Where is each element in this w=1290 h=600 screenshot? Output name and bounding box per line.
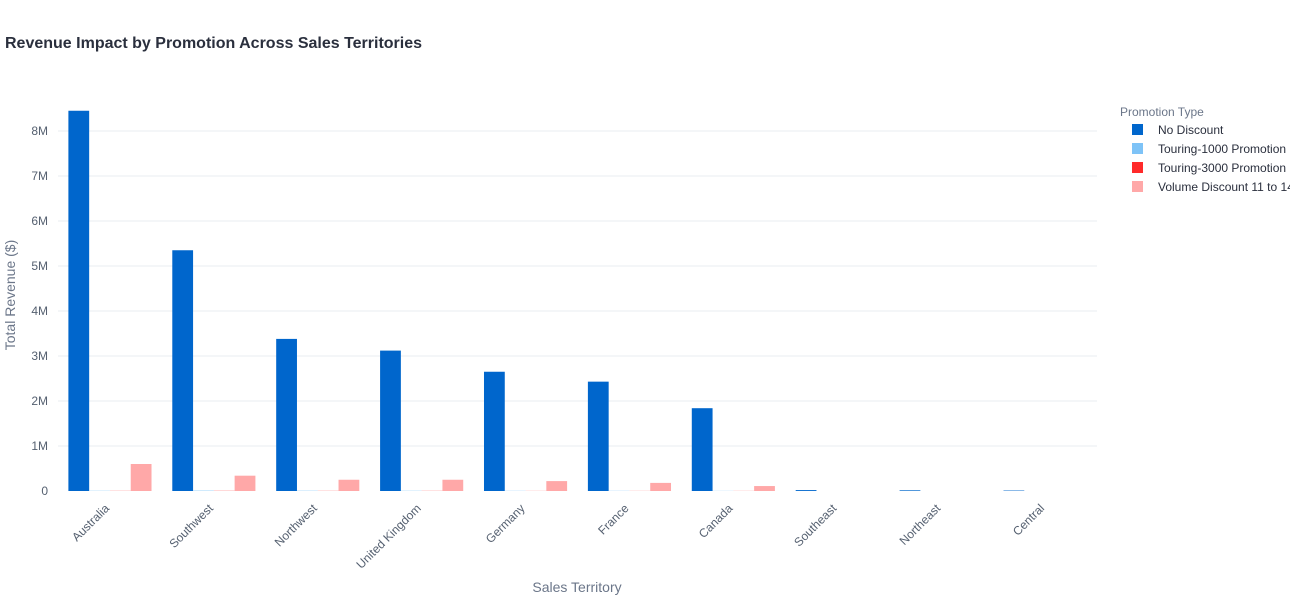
chart-title: Revenue Impact by Promotion Across Sales… [5,35,423,52]
y-axis-ticks: 0 1M 2M 3M 4M 5M 6M 7M 8M [31,124,48,498]
bar-no-discount[interactable] [483,371,505,491]
y-tick-label: 4M [31,304,48,318]
bar-volume-discount-11-to-14[interactable] [546,481,568,491]
legend-title: Promotion Type [1120,105,1204,119]
x-tick-label: Germany [483,501,528,546]
bar-volume-discount-11-to-14[interactable] [650,482,672,491]
x-tick-label: Southwest [166,501,216,551]
legend-swatch [1132,181,1143,192]
legend-item-label[interactable]: Touring-1000 Promotion [1158,142,1286,156]
legend-swatch [1132,162,1143,173]
x-tick-label: Australia [69,501,112,544]
bar-volume-discount-11-to-14[interactable] [234,475,256,491]
x-tick-label: United Kingdom [353,501,423,571]
y-tick-label: 0 [41,484,48,498]
y-tick-label: 5M [31,259,48,273]
bar-no-discount[interactable] [276,338,297,491]
x-tick-label: France [595,501,632,538]
legend-item-label[interactable]: No Discount [1158,123,1224,137]
x-tick-label: Northeast [897,501,944,548]
gridlines [58,130,1097,447]
x-axis-ticks: Australia Southwest Northwest United Kingdo… [69,501,1047,572]
bar-no-discount[interactable] [380,350,401,491]
y-tick-label: 3M [31,349,48,363]
bar-no-discount[interactable] [691,408,713,491]
bar-volume-discount-11-to-14[interactable] [338,479,360,491]
bar-no-discount[interactable] [587,381,609,491]
y-tick-label: 6M [31,214,48,228]
x-tick-label: Central [1010,501,1047,538]
y-tick-label: 8M [31,124,48,138]
bar-no-discount[interactable] [172,250,194,491]
legend-swatch [1132,124,1143,135]
x-tick-label: Canada [696,501,736,541]
y-tick-label: 1M [31,439,48,453]
bar-no-discount[interactable] [899,490,921,491]
legend-item-label[interactable]: Touring-3000 Promotion [1158,161,1286,175]
x-tick-label: Southeast [791,501,840,550]
bars [68,110,1025,491]
y-tick-label: 7M [31,169,48,183]
bar-volume-discount-11-to-14[interactable] [754,486,775,491]
bar-no-discount[interactable] [68,110,90,491]
bar-volume-discount-11-to-14[interactable] [130,464,152,491]
y-tick-label: 2M [31,394,48,408]
bar-no-discount[interactable] [795,490,817,491]
legend-swatch [1132,143,1143,154]
legend: Promotion Type No Discount Touring-1000 P… [1120,105,1290,194]
bar-volume-discount-11-to-14[interactable] [442,479,464,491]
legend-item-label[interactable]: Volume Discount 11 to 14 [1158,180,1290,194]
y-axis-title: Total Revenue ($) [2,240,18,351]
x-tick-label: Northwest [272,501,321,550]
x-axis-title: Sales Territory [532,579,621,595]
